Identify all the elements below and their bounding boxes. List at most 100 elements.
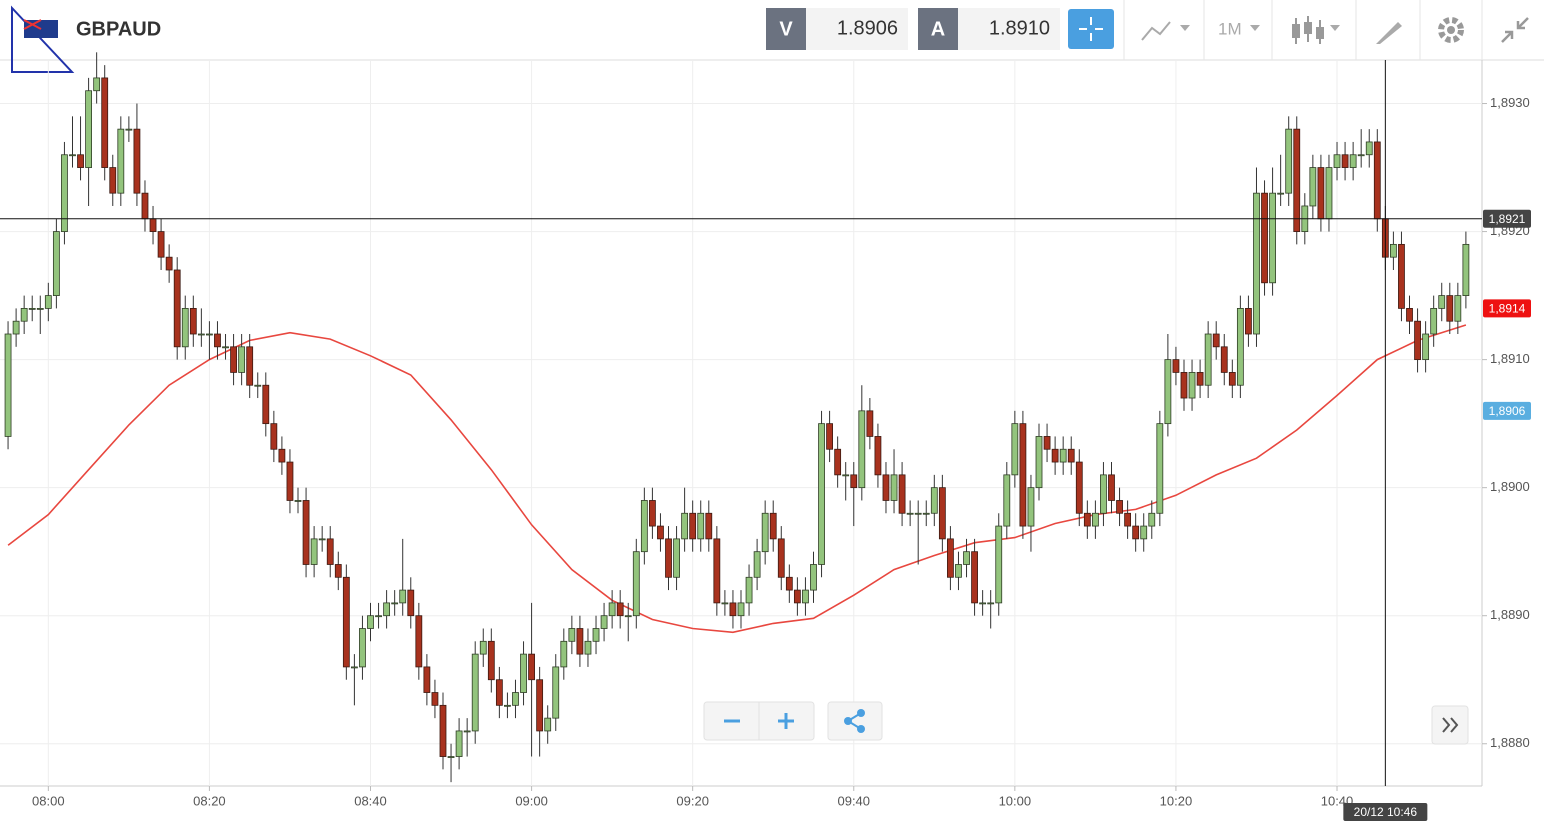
candle-body bbox=[495, 679, 503, 706]
candle-body bbox=[367, 615, 374, 629]
candle-body bbox=[439, 704, 447, 757]
candle-body bbox=[1422, 333, 1430, 361]
candle-body bbox=[882, 474, 890, 501]
draw-icon[interactable] bbox=[1376, 22, 1402, 44]
candle-body bbox=[512, 692, 519, 706]
candle-body bbox=[1365, 141, 1373, 156]
settings-icon[interactable] bbox=[1438, 17, 1464, 43]
candle-body bbox=[1253, 192, 1260, 335]
price-tag bbox=[1483, 299, 1531, 318]
share-dot bbox=[857, 725, 865, 733]
candle-body bbox=[1325, 167, 1333, 220]
candle-body bbox=[987, 602, 995, 605]
candle-body bbox=[552, 666, 560, 719]
candle-body bbox=[1269, 192, 1276, 284]
bid-box bbox=[806, 8, 908, 50]
candle-body bbox=[640, 500, 648, 553]
crosshair-time-box bbox=[1343, 803, 1428, 821]
candle-body bbox=[342, 576, 350, 668]
share-dot bbox=[844, 717, 852, 725]
price-tag-label: 1,8921 bbox=[1489, 212, 1526, 226]
candle-body bbox=[898, 474, 906, 514]
candle-body bbox=[20, 308, 28, 322]
candle-body bbox=[1398, 243, 1405, 309]
zoom-in[interactable] bbox=[778, 713, 794, 729]
candle-body bbox=[608, 602, 616, 617]
candle-body bbox=[842, 474, 850, 477]
candle-body bbox=[334, 564, 342, 578]
candle-body bbox=[890, 474, 898, 501]
candle-body bbox=[133, 128, 141, 194]
share-button[interactable] bbox=[827, 701, 883, 741]
ask-label: A bbox=[931, 18, 945, 40]
candle-body bbox=[1148, 512, 1156, 527]
candle-body bbox=[850, 474, 858, 489]
x-tick-label: 10:00 bbox=[999, 793, 1032, 808]
candle-body bbox=[326, 538, 334, 565]
candle-body bbox=[504, 704, 511, 707]
candle-body bbox=[858, 410, 866, 489]
candle-body bbox=[431, 692, 439, 706]
x-tick-label: 08:00 bbox=[32, 793, 65, 808]
candle-body bbox=[206, 333, 213, 336]
candle-body bbox=[1188, 372, 1196, 399]
drawing-triangle bbox=[11, 5, 75, 73]
crosshair-button[interactable] bbox=[1068, 9, 1114, 49]
y-tick-label: 1,8890 bbox=[1490, 607, 1530, 622]
candle-body bbox=[745, 576, 753, 604]
candle-body bbox=[310, 538, 318, 565]
y-tick-label: 1,8900 bbox=[1490, 479, 1530, 494]
candle-body bbox=[278, 448, 286, 463]
candle-body bbox=[721, 602, 729, 605]
y-tick-label: 1,8930 bbox=[1490, 95, 1530, 110]
bid-button[interactable] bbox=[766, 8, 806, 50]
ask-price: 1.8910 bbox=[989, 17, 1050, 39]
candle-body bbox=[1116, 500, 1123, 514]
candle-body bbox=[560, 640, 568, 668]
candle-body bbox=[737, 602, 745, 617]
candle-body bbox=[1438, 295, 1446, 309]
candle-body bbox=[1212, 333, 1220, 348]
candle-body bbox=[979, 602, 987, 605]
candle-body bbox=[584, 640, 592, 655]
candle-body bbox=[689, 512, 697, 540]
x-tick-label: 09:20 bbox=[676, 793, 709, 808]
candle-body bbox=[52, 231, 60, 296]
candle-icon-body bbox=[1316, 27, 1324, 39]
candle-body bbox=[536, 679, 544, 732]
candle-body bbox=[69, 154, 76, 157]
candle-body bbox=[906, 512, 914, 515]
candle-body bbox=[270, 423, 278, 450]
collapse-icon[interactable] bbox=[1501, 17, 1529, 43]
candle-body bbox=[1309, 167, 1317, 207]
candle-body bbox=[1100, 474, 1107, 514]
candle-body bbox=[302, 500, 310, 565]
ask-button[interactable] bbox=[918, 8, 958, 50]
candle-body bbox=[318, 538, 326, 541]
candle-body bbox=[101, 77, 109, 168]
candle-body bbox=[938, 487, 946, 540]
candle-body bbox=[673, 538, 680, 578]
dropdown-arrow bbox=[1180, 25, 1190, 31]
chart-type-icon[interactable] bbox=[1141, 21, 1171, 41]
candle-body bbox=[1003, 474, 1011, 527]
candle-body bbox=[705, 512, 713, 540]
x-tick-label: 09:00 bbox=[515, 793, 548, 808]
candle-icon-body bbox=[1292, 24, 1300, 38]
candle-body bbox=[1317, 167, 1325, 220]
candle-body bbox=[947, 538, 954, 578]
candle-body bbox=[350, 666, 358, 669]
candle-body bbox=[874, 436, 882, 476]
candle-body bbox=[1075, 461, 1083, 514]
candle-body bbox=[777, 538, 785, 578]
candle-body bbox=[971, 551, 978, 604]
candle-body bbox=[375, 615, 382, 618]
symbol: GBPAUD bbox=[76, 18, 161, 40]
candle-body bbox=[230, 346, 237, 373]
candle-body bbox=[914, 512, 922, 515]
candle-body bbox=[632, 551, 640, 617]
candle-body bbox=[189, 308, 197, 335]
candle-body bbox=[761, 512, 769, 553]
timeframe[interactable]: 1M bbox=[1218, 19, 1242, 38]
